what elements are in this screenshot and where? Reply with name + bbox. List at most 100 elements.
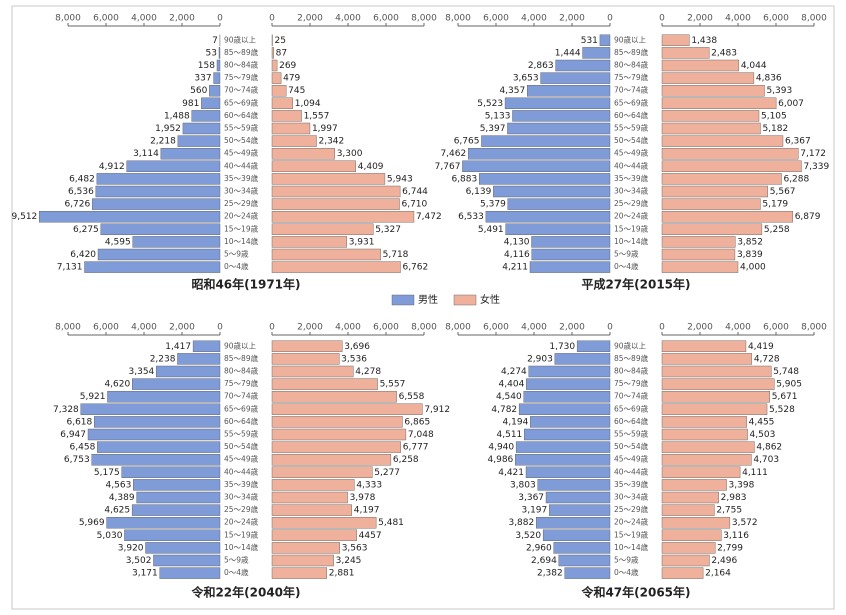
value-label: 5,397 [480, 124, 506, 134]
bar [160, 147, 221, 160]
bar [100, 223, 221, 236]
bar [271, 185, 401, 198]
age-label: 5〜9歳 [614, 249, 639, 259]
value-label: 6,762 [402, 263, 428, 273]
x-tick-label: 2,000 [297, 323, 323, 333]
bar [661, 34, 690, 46]
value-label: 6,420 [70, 250, 96, 260]
value-label: 3,197 [521, 506, 547, 516]
value-label: 4,620 [104, 380, 130, 390]
age-label: 35〜39歳 [614, 479, 649, 489]
bar [661, 198, 761, 210]
bar [177, 353, 221, 365]
value-label: 3,978 [350, 493, 376, 503]
value-label: 7,328 [53, 405, 79, 415]
x-tick-label: 0 [269, 323, 275, 333]
age-label: 15〜19歳 [614, 529, 649, 539]
age-label: 85〜89歳 [224, 353, 259, 363]
bar [218, 47, 221, 59]
value-label: 6,275 [73, 225, 99, 235]
bar [271, 479, 355, 491]
bar [271, 236, 347, 248]
age-label: 75〜79歳 [614, 72, 649, 82]
bar [504, 97, 611, 110]
bar [531, 248, 611, 261]
age-label: 30〜34歳 [224, 186, 259, 196]
value-label: 5,557 [380, 380, 406, 390]
value-label: 7,339 [803, 162, 829, 172]
age-label: 60〜64歳 [614, 416, 649, 426]
x-tick-label: 6,000 [483, 323, 509, 333]
age-label: 65〜69歳 [224, 97, 259, 107]
value-label: 5,969 [79, 518, 105, 528]
value-label: 5,748 [773, 367, 799, 377]
age-label: 60〜64歳 [614, 110, 649, 120]
value-label: 1,094 [295, 99, 321, 109]
bar [107, 391, 221, 403]
bar [132, 378, 221, 390]
bar [182, 122, 221, 135]
value-label: 3,116 [723, 531, 749, 541]
value-label: 6,777 [403, 443, 429, 453]
bar [515, 454, 611, 466]
bar [528, 365, 611, 378]
bar [80, 403, 221, 415]
age-label: 50〜54歳 [614, 441, 649, 451]
value-label: 4,389 [109, 493, 135, 503]
bar [468, 147, 611, 160]
bar [661, 110, 760, 122]
value-label: 6,765 [454, 137, 480, 147]
value-label: 6,482 [69, 174, 95, 184]
bar [661, 378, 775, 390]
value-label: 7,048 [408, 430, 434, 440]
age-label: 45〜49歳 [224, 454, 259, 464]
legend-label: 女性 [480, 293, 500, 306]
x-tick-label: 2,000 [297, 14, 323, 24]
value-label: 7,131 [57, 263, 83, 273]
age-label: 70〜74歳 [614, 391, 649, 401]
bar [661, 567, 704, 579]
bar [133, 479, 221, 491]
x-tick-label: 8,000 [411, 14, 437, 24]
bar [661, 185, 768, 198]
bar [271, 173, 386, 185]
value-label: 87 [276, 48, 287, 58]
bar [661, 97, 777, 110]
x-tick-label: 2,000 [559, 14, 585, 24]
age-label: 80〜84歳 [224, 60, 259, 70]
bar [526, 378, 611, 390]
x-tick-label: 8,000 [55, 14, 81, 24]
bar [537, 479, 611, 491]
age-label: 45〜49歳 [614, 454, 649, 464]
value-label: 5,175 [94, 468, 120, 478]
bar [271, 428, 407, 441]
age-label: 85〜89歳 [614, 47, 649, 57]
value-label: 6,753 [64, 455, 90, 465]
bar [153, 554, 221, 567]
x-tick-label: 2,000 [559, 323, 585, 333]
value-label: 4,986 [488, 455, 514, 465]
value-label: 5,491 [478, 225, 504, 235]
value-label: 53 [206, 48, 217, 58]
bar [505, 223, 611, 236]
value-label: 6,367 [785, 137, 811, 147]
bar [39, 210, 221, 223]
x-tick-label: 0 [269, 14, 275, 24]
value-label: 2,960 [526, 543, 552, 553]
value-label: 3,171 [132, 569, 158, 579]
value-label: 3,852 [737, 237, 763, 247]
value-label: 4,194 [503, 417, 529, 427]
x-tick-label: 4,000 [131, 323, 157, 333]
age-label: 40〜44歳 [224, 160, 259, 170]
value-label: 4,836 [756, 74, 782, 84]
value-label: 4,862 [756, 443, 782, 453]
value-label: 4,274 [501, 367, 527, 377]
bar [661, 554, 710, 567]
frame [11, 5, 835, 610]
age-label: 90歳以上 [224, 34, 257, 44]
value-label: 2,483 [711, 48, 737, 58]
x-tick-label: 6,000 [373, 323, 399, 333]
age-label: 80〜84歳 [614, 366, 649, 376]
age-label: 90歳以上 [224, 340, 257, 350]
value-label: 4,130 [504, 237, 530, 247]
